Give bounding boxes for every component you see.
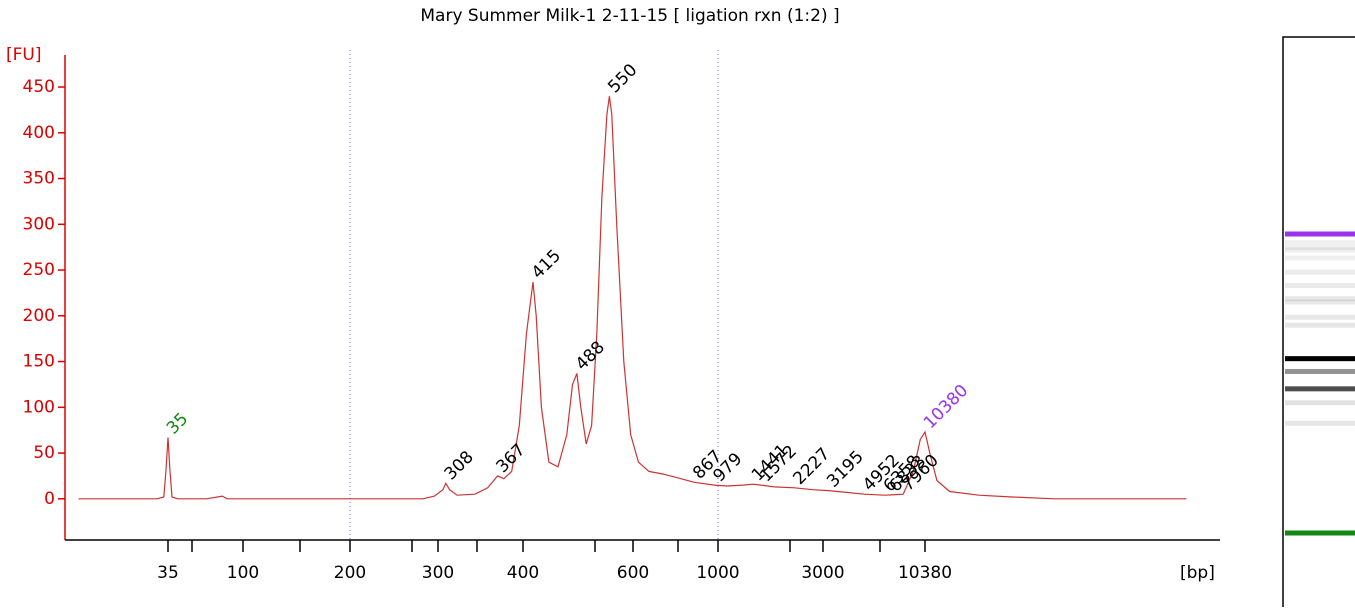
x-axis-label: [bp]	[1180, 563, 1215, 583]
gel-band	[1285, 245, 1355, 251]
gel-band	[1285, 368, 1355, 374]
x-tick-label: 600	[617, 563, 649, 583]
peak-label: 415	[528, 246, 565, 283]
y-tick-label: 350	[23, 169, 55, 189]
x-tick-label: 100	[227, 563, 259, 583]
x-tick-label: 35	[157, 563, 179, 583]
y-tick-label: 200	[23, 306, 55, 326]
gel-band	[1285, 400, 1355, 406]
gel-band	[1285, 314, 1355, 320]
gel-band	[1285, 356, 1355, 362]
y-tick-label: 150	[23, 352, 55, 372]
x-tick-label: 10380	[898, 563, 952, 583]
y-tick-label: 450	[23, 77, 55, 97]
x-tick-label: 400	[507, 563, 539, 583]
gel-band	[1285, 296, 1355, 302]
gel-band	[1285, 240, 1355, 246]
y-tick-label: 50	[33, 443, 55, 463]
peak-label: 308	[441, 447, 478, 484]
x-tick-label: 3000	[801, 563, 844, 583]
peak-label: 35	[163, 409, 192, 438]
y-axis-label: [FU]	[6, 45, 42, 65]
y-tick-label: 250	[23, 260, 55, 280]
trace-line	[78, 96, 1187, 500]
gel-band	[1285, 283, 1355, 289]
gel-band	[1285, 231, 1355, 237]
gel-band	[1285, 247, 1355, 253]
chart-title: Mary Summer Milk-1 2-11-15 [ ligation rx…	[420, 6, 839, 26]
gel-band	[1285, 322, 1355, 328]
peak-label: 10380	[920, 381, 972, 433]
gel-band	[1285, 420, 1355, 426]
gel-band	[1285, 299, 1355, 305]
x-tick-label: 200	[334, 563, 366, 583]
gel-band	[1285, 255, 1355, 261]
peak-label: 367	[492, 440, 529, 477]
peak-label: 3195	[823, 447, 868, 492]
gel-band	[1285, 386, 1355, 392]
y-tick-label: 0	[44, 489, 55, 509]
peak-label: 488	[572, 337, 609, 374]
gel-band	[1285, 269, 1355, 275]
y-tick-label: 300	[23, 214, 55, 234]
gel-lane	[1282, 36, 1355, 611]
gel-band	[1285, 530, 1355, 536]
minor-ticks	[191, 540, 881, 552]
x-tick-label: 300	[422, 563, 454, 583]
y-tick-label: 400	[23, 123, 55, 143]
peak-label: 550	[604, 60, 641, 97]
y-tick-label: 100	[23, 397, 55, 417]
x-tick-label: 1000	[696, 563, 739, 583]
